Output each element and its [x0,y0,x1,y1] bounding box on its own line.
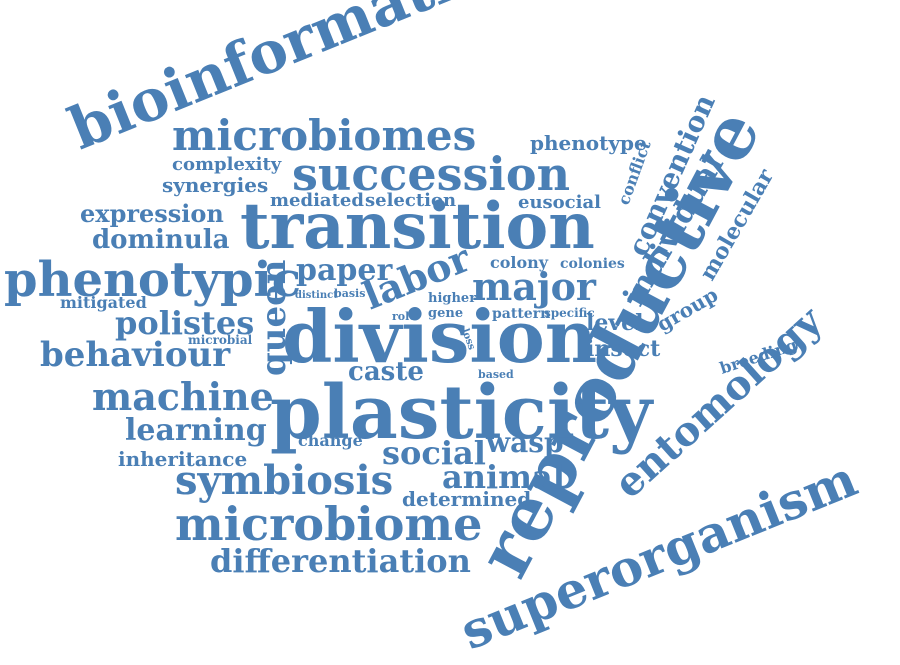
word-insect: insect [586,336,661,362]
word-gene: gene [428,306,463,321]
word-synergies: synergies [162,173,268,197]
word-expression: expression [80,199,224,228]
word-microbial: microbial [188,333,253,347]
word-dominula: dominula [92,225,230,255]
word-major: major [472,264,597,309]
word-animal: animal [442,458,565,496]
word-division: division [282,294,597,379]
word-transition: transition [240,189,595,264]
word-symbiosis: symbiosis [175,457,393,504]
word-caste: caste [348,357,424,387]
word-machine: machine [92,374,274,419]
word-complexity: complexity [172,154,282,175]
word-paper: paper [296,253,393,288]
word-social: social [382,434,486,472]
word-basis: basis [334,287,365,300]
word-higher: higher [428,291,476,306]
word-determined: determined [402,487,531,511]
word-mediated: mediated [270,190,364,211]
word-behaviour: behaviour [40,335,231,375]
word-succession: succession [292,147,570,201]
word-microbiomes: microbiomes [172,111,476,160]
word-wasp: wasp [485,426,564,459]
word-phenotypic: phenotypic [4,252,301,308]
word-based: based [478,368,514,381]
word-distinct: distinct [295,290,338,301]
word-colony: colony [490,253,549,272]
word-learning: learning [125,413,267,448]
word-mitigated: mitigated [60,293,147,312]
word-microbiome: microbiome [175,497,482,551]
word-level: level [586,310,644,336]
word-plasticity: plasticity [270,370,654,456]
word-colonies: colonies [560,256,625,272]
word-queen: queen [254,260,294,376]
word-phenotype: phenotype [530,131,647,155]
word-role: role [392,310,416,323]
word-selection: selection [365,190,456,211]
word-polistes: polistes [115,304,254,342]
word-differentiation: differentiation [210,542,471,580]
word-change: change [298,431,363,450]
word-inheritance: inheritance [118,447,247,471]
word-pattern: pattern [492,306,550,322]
word-specific: specific [544,306,595,320]
word-eusocial: eusocial [518,192,601,213]
